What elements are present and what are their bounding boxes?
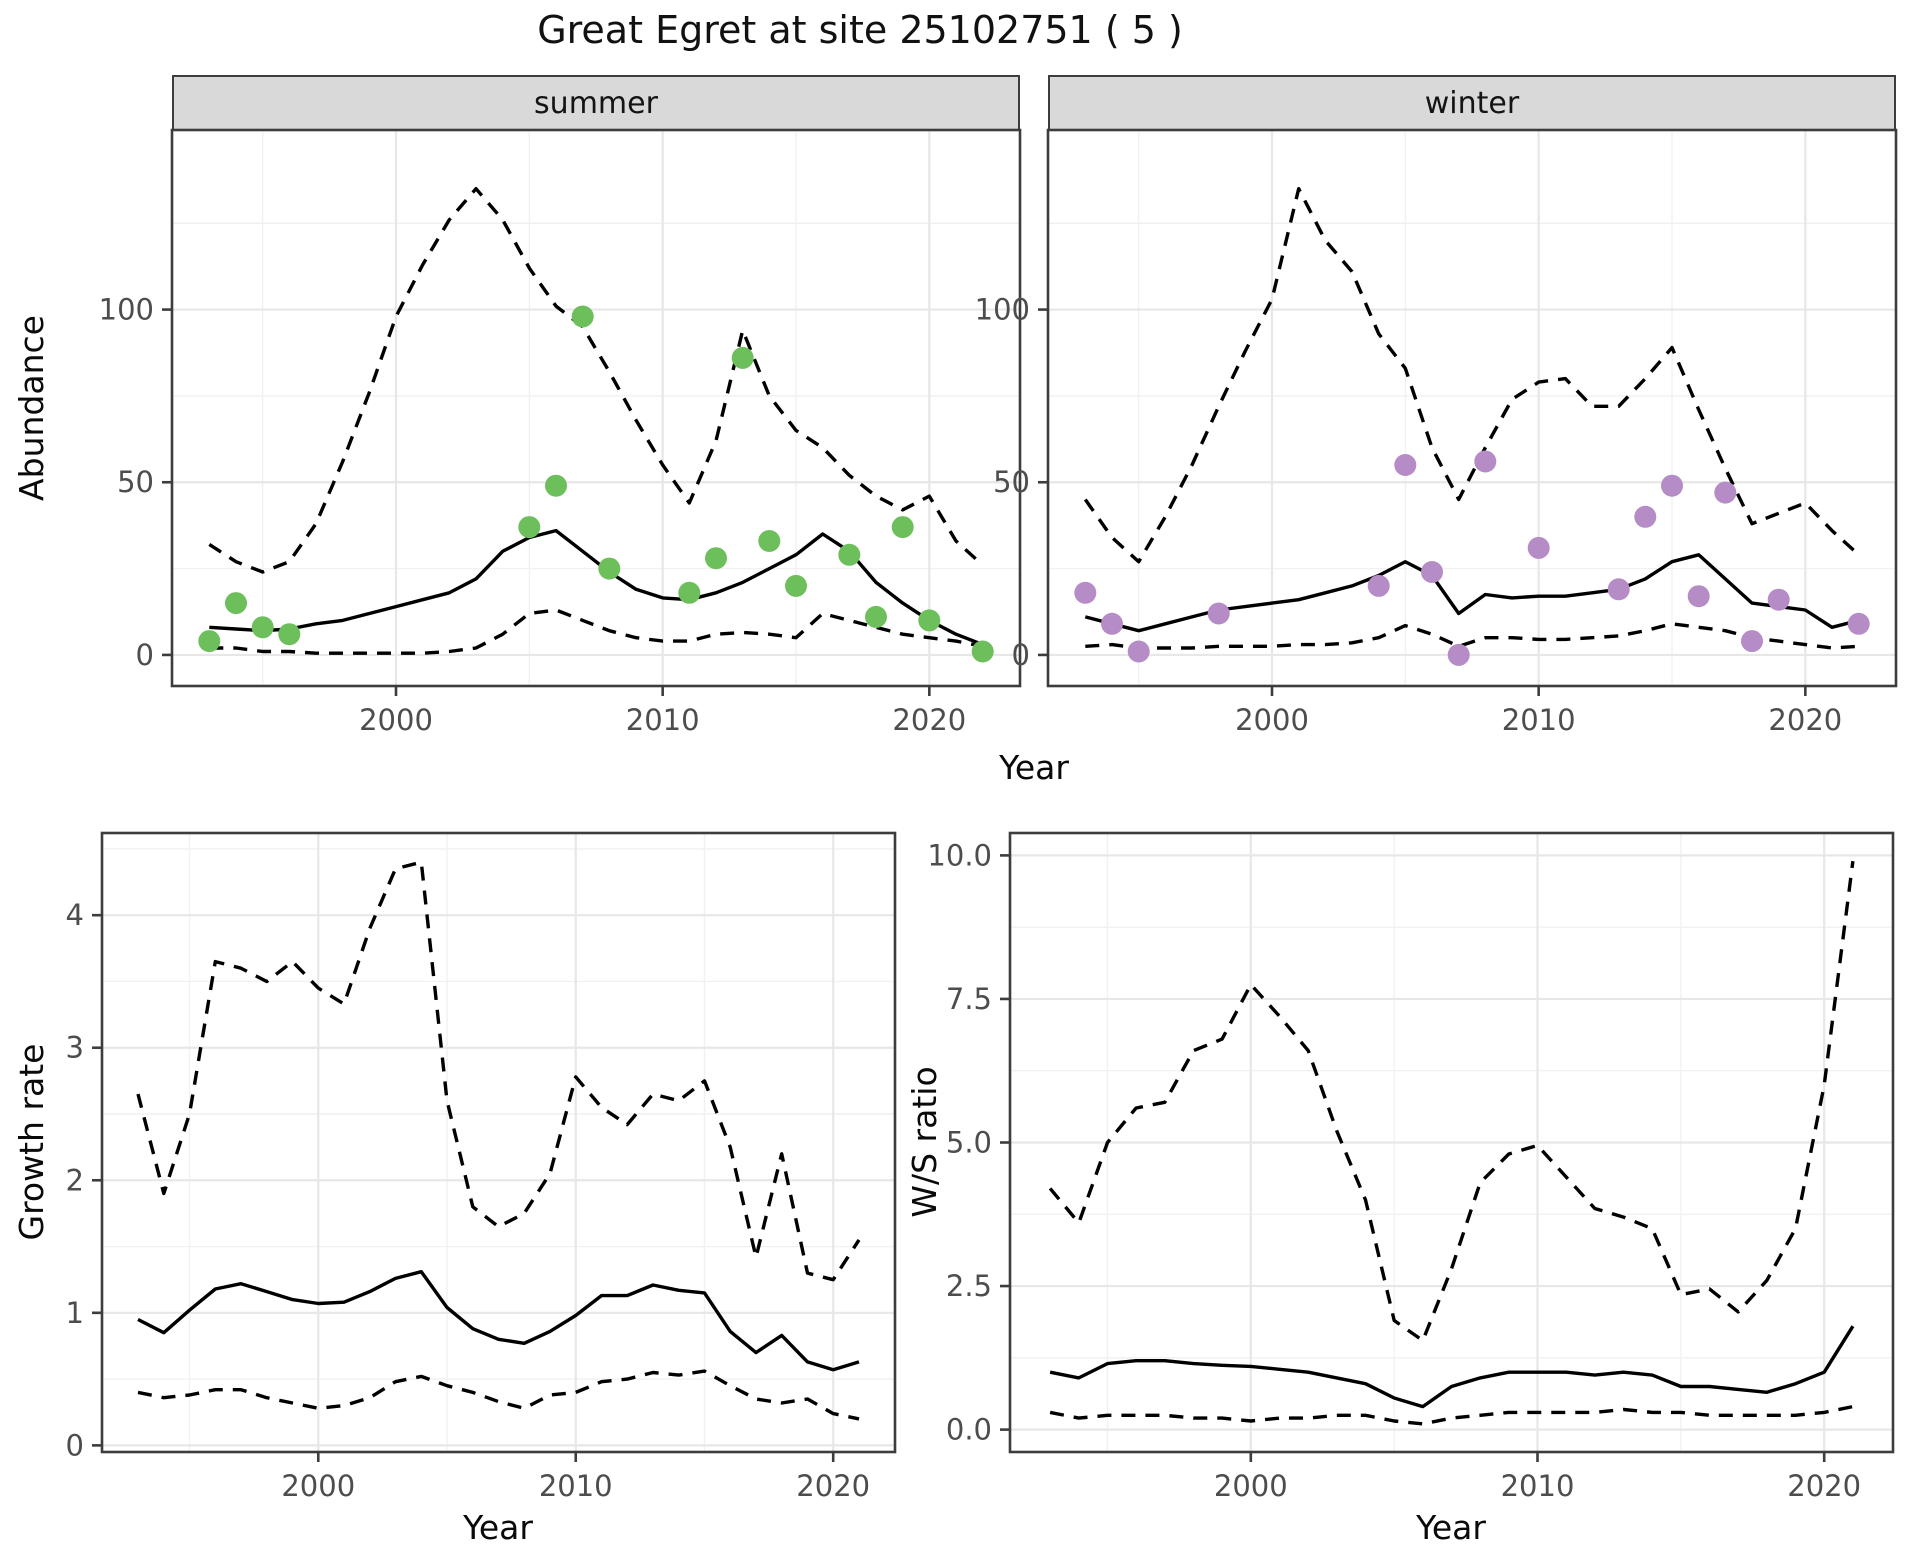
summer-data-point bbox=[225, 592, 247, 615]
y-tick-label: 7.5 bbox=[946, 982, 992, 1016]
growth-lower-ci-line bbox=[137, 1369, 860, 1421]
growth-panel-border bbox=[100, 831, 897, 1454]
x-tick-label: 2010 bbox=[539, 1469, 613, 1503]
facet-strip-summer-label: summer bbox=[534, 86, 658, 121]
winter-data-point bbox=[1741, 630, 1763, 653]
summer-data-point bbox=[971, 640, 994, 663]
summer-data-point bbox=[731, 346, 754, 369]
summer-data-point bbox=[838, 543, 861, 566]
winter-data-point bbox=[1847, 612, 1870, 635]
summer-data-point bbox=[545, 474, 567, 497]
x-axis-title-year-ws: Year bbox=[1416, 1508, 1486, 1547]
winter-data-point bbox=[1767, 588, 1790, 611]
y-tick-label: 100 bbox=[975, 293, 1030, 327]
x-tick-label: 2020 bbox=[892, 703, 966, 737]
y-tick-label: 50 bbox=[993, 465, 1030, 499]
x-tick-label: 2020 bbox=[1768, 703, 1842, 737]
winter-data-point bbox=[1367, 574, 1390, 597]
summer-data-point bbox=[865, 605, 887, 628]
winter-upper-ci-line bbox=[1083, 187, 1860, 564]
ws-lower-ci-line bbox=[1049, 1404, 1854, 1426]
x-tick-label: 2010 bbox=[1502, 703, 1576, 737]
x-tick-label: 2000 bbox=[359, 703, 433, 737]
y-tick-label: 2.5 bbox=[946, 1269, 992, 1303]
y-tick-label: 0 bbox=[136, 638, 154, 672]
winter-data-point bbox=[1714, 481, 1737, 504]
summer-panel-border bbox=[170, 128, 1022, 688]
facet-strip-winter-label: winter bbox=[1424, 86, 1520, 121]
winter-data-point bbox=[1207, 602, 1230, 625]
y-tick-label: 10.0 bbox=[927, 838, 992, 872]
plot-title: Great Egret at site 25102751 ( 5 ) bbox=[537, 8, 1183, 52]
winter-data-point bbox=[1474, 450, 1497, 473]
x-axis-title-year-top: Year bbox=[999, 748, 1069, 787]
y-tick-label: 0.0 bbox=[946, 1413, 992, 1447]
summer-data-point bbox=[705, 547, 727, 570]
y-tick-label: 100 bbox=[99, 293, 154, 327]
summer-data-point bbox=[278, 623, 301, 646]
x-tick-label: 2010 bbox=[626, 703, 700, 737]
y-tick-label: 4 bbox=[66, 898, 84, 932]
facet-strip-winter: winter bbox=[1048, 75, 1896, 132]
summer-data-point bbox=[891, 516, 914, 539]
winter-data-point bbox=[1634, 505, 1657, 528]
y-tick-label: 0 bbox=[66, 1428, 84, 1462]
winter-data-point bbox=[1661, 474, 1683, 497]
summer-data-point bbox=[678, 581, 701, 604]
y-tick-label: 3 bbox=[66, 1031, 84, 1065]
winter-data-point bbox=[1074, 581, 1097, 604]
summer-data-point bbox=[518, 516, 541, 539]
facet-strip-summer: summer bbox=[172, 75, 1020, 132]
x-tick-label: 2010 bbox=[1501, 1469, 1575, 1503]
y-tick-label: 50 bbox=[117, 465, 154, 499]
ws-median-line bbox=[1049, 1325, 1855, 1409]
winter-data-point bbox=[1527, 536, 1550, 559]
x-axis-title-year-growth: Year bbox=[463, 1508, 533, 1547]
x-tick-label: 2000 bbox=[281, 1469, 355, 1503]
winter-data-point bbox=[1607, 578, 1630, 601]
y-tick-label: 1 bbox=[66, 1296, 84, 1330]
summer-data-point bbox=[598, 557, 621, 580]
winter-panel-border bbox=[1046, 128, 1898, 688]
winter-data-point bbox=[1421, 561, 1443, 583]
winter-data-point bbox=[1127, 640, 1150, 663]
summer-panel-bg bbox=[172, 130, 1020, 686]
winter-lower-ci-line bbox=[1085, 622, 1859, 650]
x-tick-label: 2000 bbox=[1235, 703, 1309, 737]
summer-data-point bbox=[251, 616, 274, 639]
x-tick-label: 2000 bbox=[1214, 1469, 1288, 1503]
summer-data-point bbox=[198, 630, 221, 653]
winter-data-point bbox=[1447, 643, 1470, 666]
winter-data-point bbox=[1394, 454, 1417, 476]
summer-lower-ci-line bbox=[209, 608, 984, 655]
summer-data-point bbox=[918, 609, 941, 632]
summer-data-point bbox=[758, 530, 781, 552]
winter-data-point bbox=[1687, 585, 1710, 608]
growth-panel-bg bbox=[102, 833, 895, 1452]
x-tick-label: 2020 bbox=[1787, 1469, 1861, 1503]
ws-upper-ci-line bbox=[1048, 860, 1855, 1343]
y-tick-label: 0 bbox=[1012, 638, 1030, 672]
growth-median-line bbox=[137, 1270, 860, 1372]
y-tick-label: 5.0 bbox=[946, 1126, 992, 1160]
y-tick-label: 2 bbox=[66, 1163, 84, 1197]
x-tick-label: 2020 bbox=[796, 1469, 870, 1503]
summer-data-point bbox=[571, 305, 594, 328]
winter-data-point bbox=[1101, 612, 1123, 635]
growth-upper-ci-line bbox=[136, 860, 861, 1282]
summer-data-point bbox=[785, 574, 807, 597]
